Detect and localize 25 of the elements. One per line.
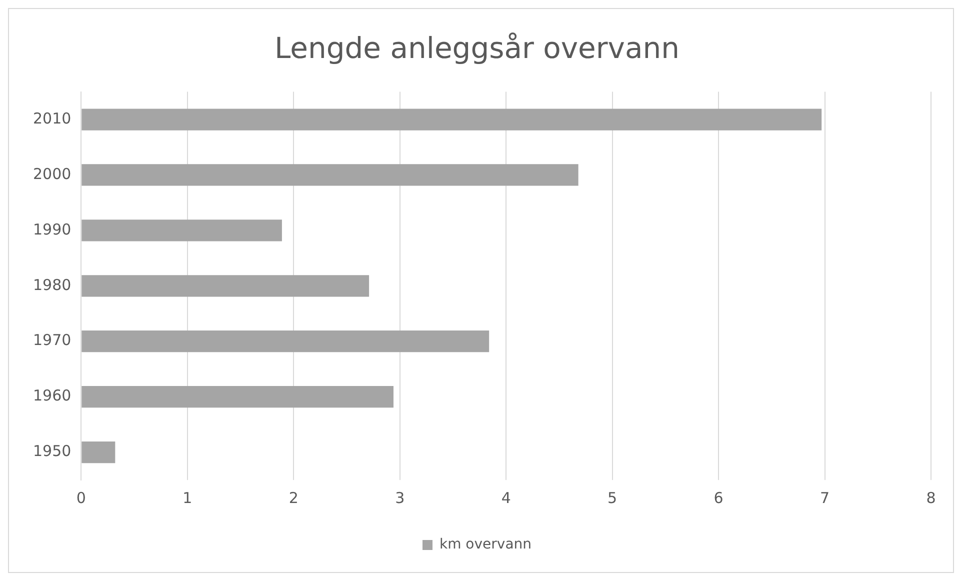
y-tick-label: 2010 [32,109,72,128]
x-tick-label: 8 [926,488,936,507]
y-tick-label: 1980 [32,276,72,294]
bar [82,386,394,408]
x-tick-label: 0 [76,488,86,507]
x-tick-label: 5 [608,488,618,507]
bar [82,330,490,352]
y-tick-label: 1950 [32,442,72,460]
x-tick-label: 2 [288,488,298,507]
x-tick-label: 7 [820,488,830,507]
x-tick-label: 1 [182,488,192,507]
bar [82,275,370,297]
bar [82,164,578,186]
x-tick-label: 4 [501,488,511,507]
y-tick-label: 1970 [32,331,72,350]
bar [82,108,822,130]
y-tick-label: 2000 [32,164,72,183]
legend-label: km overvann [439,536,532,553]
y-tick-label: 1990 [32,220,72,238]
bar [82,441,116,464]
x-tick-label: 3 [395,488,405,507]
y-tick-label: 1960 [32,386,72,405]
bar [82,220,282,242]
chart-title: Lengde anleggsår overvann [274,30,680,65]
x-tick-label: 6 [714,488,724,507]
